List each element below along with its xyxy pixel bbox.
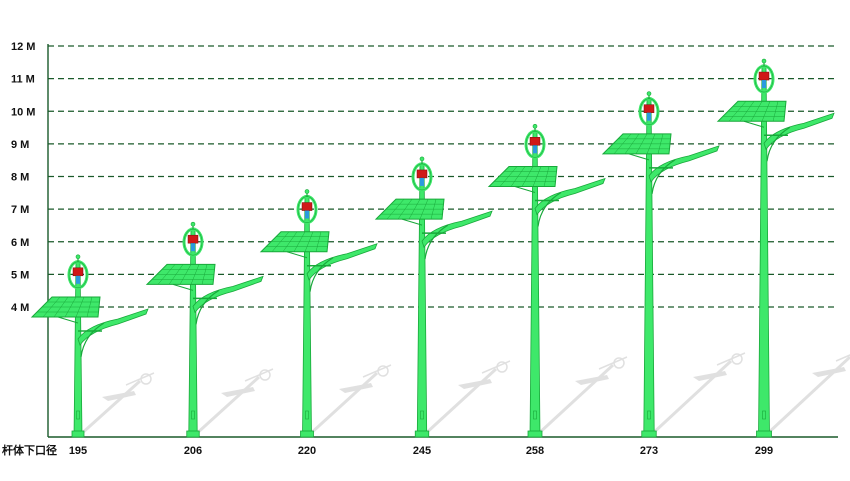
y-axis-labels: 4 M 5 M 6 M 7 M 8 M 9 M 10 M 11 M 12 M bbox=[11, 41, 35, 314]
diameter-label: 258 bbox=[526, 445, 544, 457]
arm-brace bbox=[309, 257, 334, 292]
turbine-head bbox=[416, 169, 428, 179]
pole-door bbox=[191, 410, 195, 420]
y-tick-label: 6 M bbox=[11, 237, 29, 249]
height-gridlines bbox=[48, 45, 838, 308]
y-tick-label: 11 M bbox=[11, 74, 35, 86]
pole-shadow bbox=[649, 352, 746, 437]
lamp-arm bbox=[306, 243, 378, 281]
pole-door bbox=[420, 410, 424, 420]
x-axis-caption: 杆体下口径 bbox=[2, 443, 57, 457]
pole-base bbox=[527, 430, 543, 438]
turbine-blade bbox=[647, 112, 651, 121]
pole-door bbox=[533, 410, 537, 420]
diameter-label: 299 bbox=[755, 445, 773, 457]
pole-shadows bbox=[78, 352, 850, 437]
y-tick-label: 12 M bbox=[11, 41, 35, 53]
pole-door bbox=[76, 410, 80, 420]
pole-shaft bbox=[188, 227, 198, 438]
pole-door bbox=[305, 410, 309, 420]
turbine-head bbox=[529, 137, 541, 146]
pole-shadow bbox=[764, 354, 850, 437]
arm-brace bbox=[424, 224, 449, 260]
pole-door bbox=[762, 410, 766, 420]
y-tick-label: 10 M bbox=[11, 106, 35, 118]
y-tick-label: 9 M bbox=[11, 139, 29, 151]
diameter-label: 245 bbox=[413, 445, 431, 457]
pole-base bbox=[641, 430, 657, 438]
streetlight-pole bbox=[374, 156, 493, 438]
turbine-head bbox=[72, 267, 84, 277]
pole-shadow bbox=[422, 360, 511, 437]
turbine-blade bbox=[76, 275, 80, 284]
diameter-label: 206 bbox=[184, 445, 202, 457]
turbine-blade bbox=[420, 177, 424, 186]
diameter-label: 273 bbox=[640, 445, 658, 457]
streetlight-pole bbox=[601, 91, 720, 438]
arm-brace bbox=[651, 159, 676, 194]
turbine-head bbox=[643, 104, 655, 113]
turbine-head bbox=[187, 234, 199, 244]
pole-shadow bbox=[535, 356, 628, 437]
diameter-label: 220 bbox=[298, 445, 316, 457]
arm-brace bbox=[195, 289, 220, 325]
arm-brace bbox=[766, 126, 791, 162]
arm-brace bbox=[80, 322, 105, 358]
poles bbox=[30, 58, 835, 438]
streetlight-pole bbox=[30, 254, 149, 438]
x-axis-labels: 195 206 220 245 258 273 299 bbox=[69, 445, 773, 457]
turbine-blade bbox=[191, 243, 195, 252]
turbine-head bbox=[758, 71, 770, 81]
turbine-blade bbox=[305, 210, 309, 219]
y-tick-label: 5 M bbox=[11, 269, 29, 281]
pole-base bbox=[71, 430, 85, 438]
diameter-label: 195 bbox=[69, 445, 87, 457]
lamp-arm bbox=[648, 145, 720, 183]
streetlight-pole bbox=[259, 189, 378, 438]
axes bbox=[47, 44, 838, 438]
streetlight-pole bbox=[145, 221, 264, 438]
turbine-blade bbox=[762, 80, 766, 89]
arm-brace bbox=[537, 191, 562, 227]
pole-door bbox=[647, 410, 651, 420]
y-tick-label: 4 M bbox=[11, 302, 29, 314]
lamp-arm bbox=[77, 308, 149, 346]
pole-base bbox=[300, 430, 314, 438]
lamp-arm bbox=[763, 112, 835, 151]
pole-base bbox=[186, 430, 200, 438]
streetlight-pole bbox=[487, 124, 606, 438]
lamp-arm bbox=[534, 177, 606, 216]
pole-shadow bbox=[307, 364, 392, 437]
pole-base bbox=[414, 430, 430, 438]
turbine-head bbox=[301, 202, 313, 211]
turbine-blade bbox=[533, 145, 537, 154]
pole-base bbox=[756, 430, 772, 438]
y-tick-label: 8 M bbox=[11, 172, 29, 184]
y-tick-label: 7 M bbox=[11, 204, 29, 216]
lamp-arm bbox=[192, 275, 264, 314]
streetlight-pole bbox=[716, 58, 835, 438]
pole-shadow bbox=[193, 368, 274, 437]
lamp-arm bbox=[421, 210, 493, 248]
pole-shadow bbox=[78, 372, 155, 437]
